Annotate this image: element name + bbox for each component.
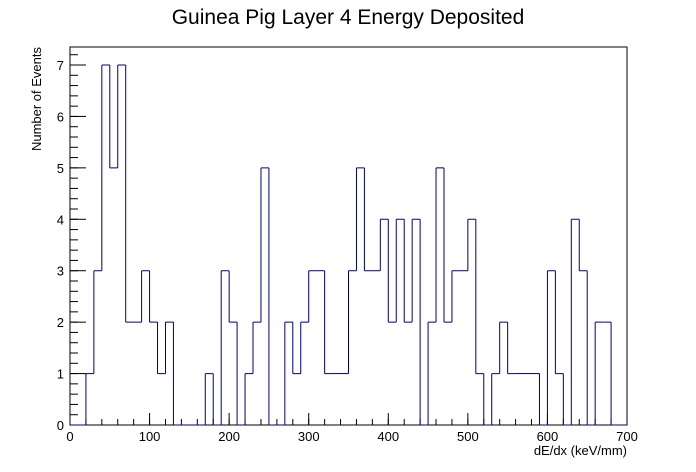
y-tick-label: 1 [57,367,64,382]
histogram-bin [308,270,317,323]
histogram-bin [228,270,238,323]
histogram-bin [204,373,214,425]
histogram-bin [157,322,166,375]
y-tick-label: 7 [57,58,64,73]
histogram-bin [475,219,484,375]
x-tick-label: 400 [377,429,399,444]
histogram-bin [117,64,126,168]
histogram-bin [355,167,365,271]
plot-frame [69,46,628,426]
x-tick-label: 200 [218,429,240,444]
y-tick-label: 5 [57,161,64,176]
histogram-bin [554,270,564,375]
histogram-bin [244,373,254,425]
histogram-bin [236,322,246,426]
histogram-bin [93,270,102,374]
histogram-bin [125,65,134,323]
histogram-bin [411,218,421,323]
histogram-bin [594,321,604,425]
x-tick-label: 0 [66,429,73,444]
x-axis-label: dE/dx (keV/mm) [534,443,627,458]
histogram-bin [85,373,94,425]
x-axis-ticks: 0 100 200 300 400 500 600 700 [66,413,638,444]
histogram-bin [419,219,429,426]
histogram-bin [610,322,620,426]
histogram-bin [292,322,301,375]
x-tick-label: 700 [616,429,638,444]
x-tick-label: 500 [457,429,479,444]
y-tick-label: 0 [57,418,64,433]
histogram-bin [427,321,437,425]
histogram-bin [586,270,596,426]
histogram-bin [387,219,397,323]
y-tick-label: 2 [57,315,64,330]
histogram-bin [467,218,476,271]
x-tick-label: 300 [298,429,320,444]
y-axis-label: Number of Events [29,47,44,152]
histogram-bin [491,373,500,425]
y-tick-label: 4 [57,212,64,227]
histogram-bin [141,270,150,323]
y-tick-label: 3 [57,264,64,279]
histogram-bin [260,167,269,323]
histogram-bin [363,167,373,272]
histogram-bin [578,219,588,272]
histogram-bin [268,167,277,426]
histogram-bin [483,373,492,426]
histogram-bin [570,218,580,425]
y-tick-label: 6 [57,109,64,124]
histogram-bin [149,270,158,323]
histogram-bin [220,270,230,425]
histogram-bin [172,322,182,426]
histogram-bin [164,321,174,374]
histogram-bin [324,270,333,375]
histogram-bin [109,65,118,169]
histogram-bin [546,270,556,425]
histogram-bin [403,219,413,323]
histogram-bin [101,64,110,271]
histogram-bin [300,321,309,374]
histogram-bin [443,167,452,323]
x-tick-label: 100 [139,429,161,444]
histogram-bin [395,218,405,323]
histogram-bin [507,322,516,375]
histogram-bins [70,64,627,426]
histogram-bin [284,321,293,425]
histogram-bin [499,321,508,374]
histogram-bin [435,167,444,323]
x-tick-label: 600 [537,429,559,444]
histogram-bin [348,270,357,374]
histogram-bin [252,321,261,374]
histogram-bin [379,218,389,271]
histogram-bin [212,373,222,426]
histogram-bin [538,373,548,426]
histogram-bin [562,373,572,426]
histogram-bin [451,270,460,323]
chart-title: Guinea Pig Layer 4 Energy Deposited [172,6,525,29]
